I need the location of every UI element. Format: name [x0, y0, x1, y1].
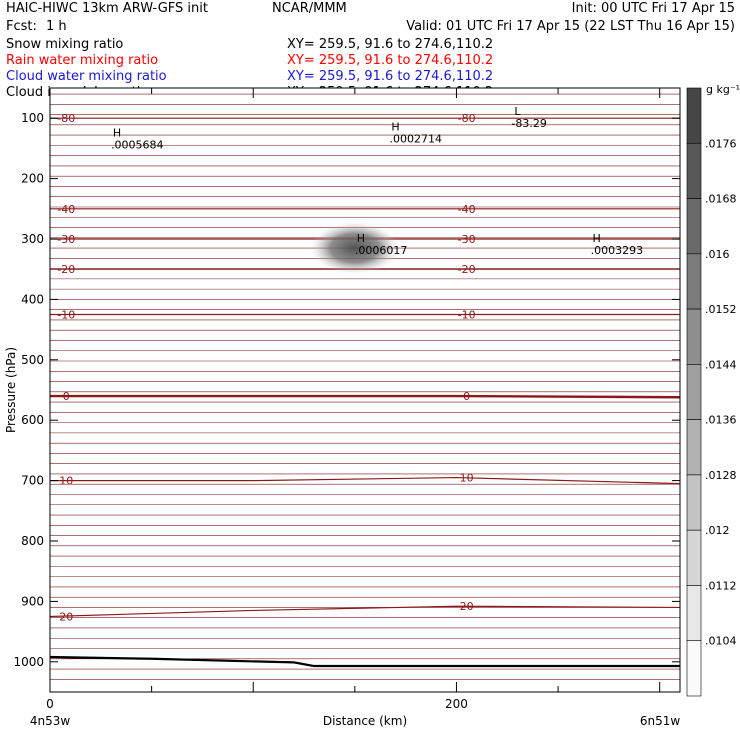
contour-label: 0 — [63, 390, 70, 403]
y-tick-label: 500 — [21, 353, 44, 367]
title-org: NCAR/MMM — [272, 1, 347, 16]
extrema-labels: H.0005684H.0002714L-83.29H.0006017H.0003… — [111, 105, 643, 257]
extremum-value: -83.29 — [511, 117, 546, 130]
colorbar-swatch — [686, 585, 702, 642]
plot-area — [50, 88, 680, 692]
x-tick-label: 200 — [445, 697, 468, 711]
extremum-value: .0002714 — [389, 132, 442, 145]
colorbar-label: .0144 — [705, 358, 737, 371]
extremum-value: .0005684 — [111, 138, 164, 151]
high-marker: H — [391, 120, 399, 133]
shaded-maximum — [310, 222, 399, 275]
colorbar-swatch — [686, 142, 702, 199]
y-tick-label: 600 — [21, 413, 44, 427]
contour-label: -20 — [57, 263, 75, 276]
field-xy: XY= 259.5, 91.6 to 274.6,110.2 — [287, 37, 493, 52]
colorbar-swatch — [686, 198, 702, 255]
terrain — [49, 655, 680, 668]
contour-lines: -80 -80 -40 -40 -30 -30 -20 -20 -10 -10 0 0 10 10 20 20 — [49, 93, 681, 680]
colorbar-swatch — [686, 419, 702, 476]
contour-label: -40 — [57, 203, 75, 216]
y-axis-label: Pressure (hPa) — [4, 347, 18, 433]
y-tick-label: 900 — [21, 594, 44, 608]
extremum-value: .0003293 — [591, 244, 644, 257]
contour-label: -20 — [458, 263, 476, 276]
contour-label: 10 — [460, 472, 474, 485]
contour-label: -10 — [57, 309, 75, 322]
colorbar-label: .012 — [705, 524, 730, 537]
contour-label: -30 — [57, 233, 75, 246]
x-axis: 0 200 — [46, 88, 661, 711]
y-tick-label: 300 — [21, 232, 44, 246]
contour-label: -40 — [458, 203, 476, 216]
low-marker: L — [514, 105, 521, 118]
colorbar-label: .0136 — [705, 414, 737, 427]
high-marker: H — [113, 126, 121, 139]
valid-time: Valid: 01 UTC Fri 17 Apr 15 (22 LST Thu … — [406, 19, 735, 34]
x-axis-label: Distance (km) — [323, 714, 407, 728]
terrain-line — [49, 655, 680, 668]
field-xy: XY= 259.5, 91.6 to 274.6,110.2 — [287, 53, 493, 68]
y-tick-label: 100 — [21, 111, 44, 125]
extremum-value: .0006017 — [355, 244, 408, 257]
colorbar-label: .0152 — [705, 303, 737, 316]
colorbar-unit: g kg⁻¹ — [706, 83, 740, 96]
x-tick-label: 0 — [46, 697, 54, 711]
y-tick-label: 200 — [21, 172, 44, 186]
title-init: Init: 00 UTC Fri 17 Apr 15 — [572, 1, 735, 16]
colorbar-swatch — [686, 87, 702, 144]
contour-label: -30 — [458, 233, 476, 246]
contour-label: -10 — [458, 309, 476, 322]
temperature-contour — [49, 605, 681, 618]
contour-label: -80 — [57, 112, 75, 125]
colorbar-label: .0112 — [705, 579, 737, 592]
high-marker: H — [593, 232, 601, 245]
fcst-label: Fcst: — [6, 19, 37, 34]
contour-label: 10 — [59, 475, 73, 488]
field-name: Snow mixing ratio — [6, 37, 123, 52]
field-xy: XY= 259.5, 91.6 to 274.6,110.2 — [287, 69, 493, 84]
colorbar: .0176 .0168 .016 .0152 .0144 .0136 .0128 .012 .0… — [686, 87, 737, 697]
colorbar-label: .0128 — [705, 469, 737, 482]
colorbar-swatch — [686, 364, 702, 420]
title-model: HAIC-HIWC 13km ARW-GFS init — [6, 1, 208, 16]
contour-label: -80 — [458, 112, 476, 125]
field-name: Rain water mixing ratio — [6, 53, 158, 68]
plot-frame — [49, 87, 681, 693]
high-marker: H — [357, 232, 365, 245]
colorbar-swatch — [686, 474, 702, 531]
contour-label: 20 — [460, 600, 474, 613]
colorbar-label: .0104 — [705, 635, 737, 648]
colorbar-swatch — [686, 308, 702, 365]
x-endpoint-left: 4n53w — [30, 714, 71, 728]
contour-label: 20 — [59, 611, 73, 624]
colorbar-label: .0176 — [705, 137, 737, 150]
contour-label: 0 — [463, 390, 470, 403]
temperature-contour — [50, 476, 681, 485]
colorbar-label: .0168 — [705, 193, 737, 206]
colorbar-swatch — [686, 253, 702, 310]
y-tick-label: 800 — [21, 534, 44, 548]
y-tick-label: 400 — [21, 292, 44, 306]
colorbar-label: .016 — [705, 248, 730, 261]
temperature-contour — [50, 394, 681, 399]
colorbar-swatch — [686, 640, 702, 697]
y-tick-label: 700 — [21, 474, 44, 488]
y-tick-label: 1000 — [13, 655, 44, 669]
fcst-value: 1 h — [46, 19, 67, 34]
x-endpoint-right: 6n51w — [640, 714, 681, 728]
field-name: Cloud water mixing ratio — [6, 69, 167, 84]
colorbar-swatch — [686, 529, 702, 586]
